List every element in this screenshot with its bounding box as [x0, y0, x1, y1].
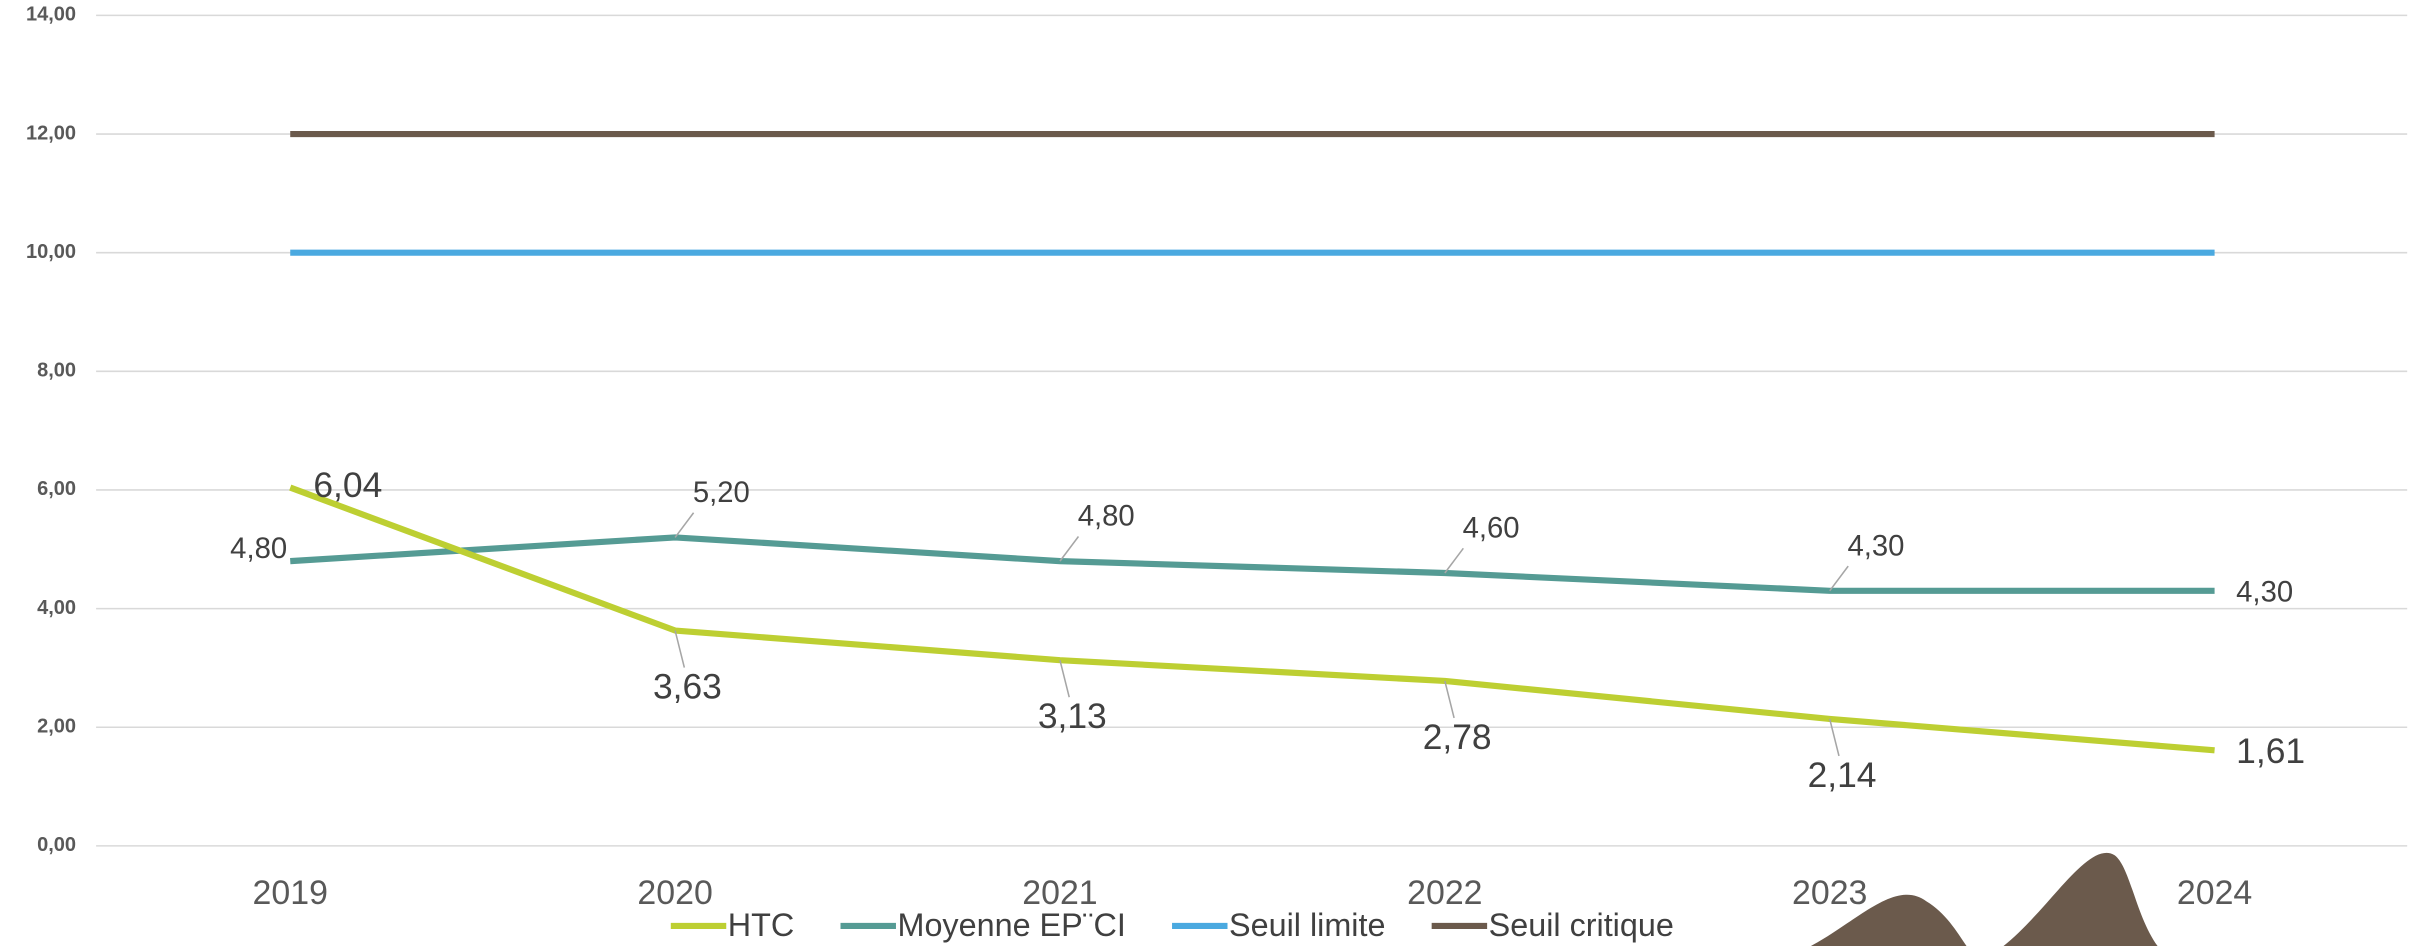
y-tick-label: 10,00	[26, 241, 76, 263]
x-tick-label: 2020	[637, 874, 712, 912]
x-tick-label: 2023	[1792, 874, 1867, 912]
data-label: 3,13	[1038, 696, 1107, 736]
series-line	[290, 534, 2215, 594]
decoration	[2003, 852, 2158, 946]
data-label: 1,61	[2236, 731, 2305, 771]
x-tick-label: 2024	[2177, 874, 2252, 912]
y-tick-label: 8,00	[37, 360, 76, 382]
data-label: 4,30	[1847, 530, 1904, 562]
leader-line	[1829, 565, 1849, 592]
data-label: 4,80	[230, 533, 287, 565]
y-tick-label: 14,00	[26, 4, 76, 26]
data-label: 4,80	[1078, 501, 1135, 533]
data-label: 3,63	[653, 666, 722, 706]
x-tick-label: 2022	[1407, 874, 1482, 912]
data-label: 2,14	[1808, 755, 1877, 795]
y-tick-label: 6,00	[37, 478, 76, 500]
y-tick-label: 2,00	[37, 715, 76, 737]
x-tick-label: 2021	[1022, 874, 1097, 912]
legend-label: Seuil critique	[1489, 907, 1674, 943]
data-label: 5,20	[693, 477, 750, 509]
y-tick-label: 12,00	[26, 122, 76, 144]
leader-line	[674, 630, 686, 668]
legend-label: Moyenne EP¨CI	[898, 907, 1126, 943]
y-tick-label: 4,00	[37, 597, 76, 619]
legend-label: HTC	[728, 907, 794, 943]
leader-line	[1444, 680, 1455, 719]
series-line	[289, 484, 2215, 754]
leader-line	[1059, 536, 1080, 562]
data-label: 4,60	[1463, 513, 1520, 545]
legend-label: Seuil limite	[1229, 907, 1385, 943]
y-tick-label: 0,00	[37, 834, 76, 856]
x-tick-label: 2019	[253, 874, 328, 912]
leader-line	[1059, 660, 1070, 698]
data-label: 2,78	[1423, 717, 1492, 757]
leader-line	[1828, 718, 1840, 757]
decoration	[1810, 894, 1967, 946]
leader-line	[674, 512, 695, 538]
data-label: 4,30	[2236, 577, 2293, 609]
data-label: 6,04	[313, 465, 382, 505]
leader-line	[1444, 547, 1464, 574]
